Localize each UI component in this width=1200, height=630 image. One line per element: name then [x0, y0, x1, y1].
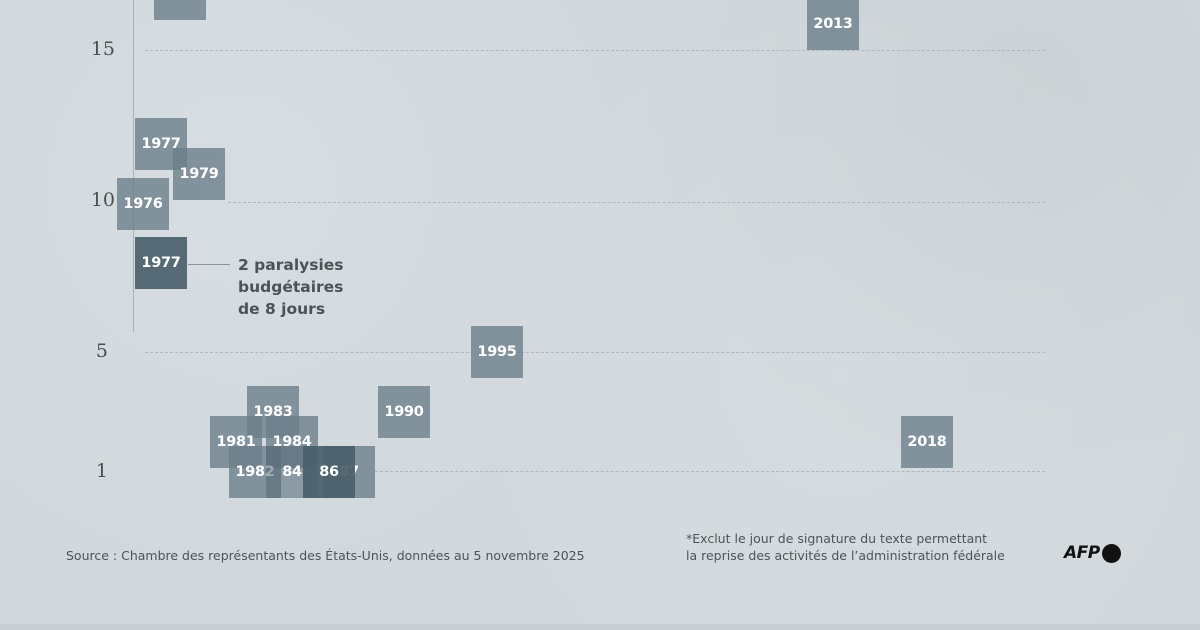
point-86: 86 [303, 446, 355, 498]
y-axis-line [133, 0, 134, 332]
point-2013: 2013 [807, 0, 859, 50]
annotation-leader-line [188, 264, 230, 265]
point-1977-12days: 1977 [135, 118, 187, 170]
point-1978: 1978 [154, 0, 206, 20]
footnote: *Exclut le jour de signature du texte pe… [686, 530, 1005, 564]
gridline-10 [228, 202, 1045, 203]
point-2018: 2018 [901, 416, 953, 468]
afp-logo: AFP [1064, 543, 1121, 563]
annotation-line-2: budgétaires [238, 278, 344, 296]
afp-logo-dot-icon [1101, 543, 1121, 563]
gridline-15 [145, 50, 1045, 51]
point-1976: 1976 [117, 178, 169, 230]
point-1979: 1979 [173, 148, 225, 200]
annotation-line-1: 2 paralysies [238, 256, 344, 274]
point-1977-8days: 1977 [135, 237, 187, 289]
y-tick-15: 15 [90, 38, 115, 60]
y-tick-1: 1 [95, 460, 108, 482]
footnote-line-2: la reprise des activités de l’administra… [686, 548, 1005, 563]
gridline-5 [145, 352, 1045, 353]
annotation-line-3: de 8 jours [238, 300, 326, 318]
y-tick-10: 10 [90, 189, 115, 211]
annotation-text: 2 paralysies budgétaires de 8 jours [238, 254, 398, 320]
gridline-1 [375, 471, 1045, 472]
footnote-line-1: *Exclut le jour de signature du texte pe… [686, 531, 988, 546]
point-1995: 1995 [471, 326, 523, 378]
afp-logo-text: AFP [1064, 543, 1100, 563]
bottom-strip [0, 624, 1200, 630]
y-tick-5: 5 [95, 340, 108, 362]
point-1990: 1990 [378, 386, 430, 438]
source-text: Source : Chambre des représentants des É… [66, 548, 585, 563]
